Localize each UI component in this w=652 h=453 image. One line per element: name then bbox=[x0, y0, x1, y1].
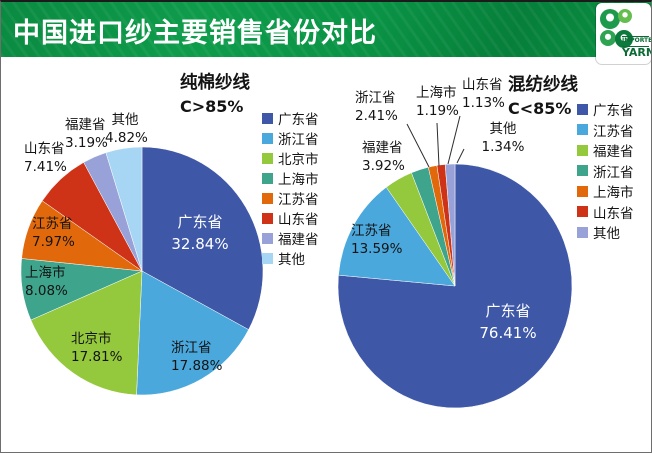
left-label-zhejiang: 浙江省 17.88% bbox=[171, 340, 223, 374]
legend-item: 福建省 bbox=[262, 228, 319, 248]
pie-slice-浙江省 bbox=[136, 270, 249, 396]
legend-swatch bbox=[577, 226, 588, 238]
legend-swatch bbox=[262, 132, 273, 144]
legend-item: 其他 bbox=[262, 248, 319, 268]
right-label-other: 其他 1.34% bbox=[481, 121, 525, 155]
legend-item: 山东省 bbox=[577, 202, 634, 223]
legend-label: 广东省 bbox=[593, 103, 634, 120]
legend-swatch bbox=[577, 124, 588, 136]
legend-swatch bbox=[577, 103, 588, 115]
right-label-guangdong: 广东省 76.41% bbox=[479, 302, 537, 342]
left-label-shandong: 山东省 7.41% bbox=[24, 141, 67, 175]
right-chart-title: 混纺纱线 C<85% bbox=[508, 73, 578, 120]
right-label-fujian: 福建省 3.92% bbox=[362, 140, 405, 174]
legend-item: 福建省 bbox=[577, 140, 634, 161]
legend-swatch bbox=[262, 172, 273, 184]
right-label-jiangsu: 江苏省 13.59% bbox=[351, 223, 403, 257]
legend-label: 上海市 bbox=[278, 172, 319, 188]
legend-label: 北京市 bbox=[278, 152, 319, 168]
leader-lines bbox=[406, 115, 465, 168]
pie-slice-广东省 bbox=[141, 146, 264, 330]
legend-swatch bbox=[577, 185, 588, 197]
left-label-jiangsu: 江苏省 7.97% bbox=[32, 216, 75, 250]
legend-swatch bbox=[262, 232, 273, 244]
legend-item: 北京市 bbox=[262, 148, 319, 168]
header-banner: 中国进口纱主要销售省份对比 bbox=[1, 2, 651, 57]
right-label-shanghai: 上海市 1.19% bbox=[416, 85, 459, 119]
pie-slice-其他 bbox=[105, 146, 143, 272]
legend-item: 江苏省 bbox=[262, 188, 319, 208]
right-label-shandong: 山东省 1.13% bbox=[462, 77, 505, 111]
legend-item: 广东省 bbox=[262, 108, 319, 128]
legend-label: 其他 bbox=[278, 252, 305, 268]
pie-blended bbox=[337, 163, 573, 409]
right-chart-title-main: 混纺纱线 bbox=[508, 75, 578, 95]
legend-swatch bbox=[577, 206, 588, 218]
pie-slice-江苏省 bbox=[338, 186, 456, 287]
legend-label: 山东省 bbox=[278, 212, 319, 228]
legend-item: 上海市 bbox=[262, 168, 319, 188]
legend-label: 福建省 bbox=[593, 144, 634, 161]
right-chart-title-sub: C<85% bbox=[508, 98, 572, 118]
legend-label: 上海市 bbox=[593, 185, 634, 202]
legend-swatch bbox=[577, 165, 588, 177]
legend-swatch bbox=[262, 112, 273, 124]
legend-label: 福建省 bbox=[278, 232, 319, 248]
left-label-guangdong: 广东省 32.84% bbox=[171, 213, 229, 253]
legend-item: 山东省 bbox=[262, 208, 319, 228]
imported-yarn-logo: IMPORTED YARN bbox=[596, 3, 651, 64]
pie-slice-北京市 bbox=[30, 270, 143, 396]
left-chart-title: 纯棉纱线 C>85% bbox=[180, 71, 250, 118]
pie-pure-cotton bbox=[20, 146, 264, 396]
logo-text: IMPORTED YARN bbox=[622, 36, 652, 59]
left-legend: 广东省 浙江省 北京市 上海市 江苏省 山东省 福建省 其他 bbox=[262, 108, 319, 268]
right-label-zhejiang: 浙江省 2.41% bbox=[355, 90, 398, 124]
legend-item: 江苏省 bbox=[577, 120, 634, 141]
logo-text-yarn: YARN bbox=[622, 45, 652, 59]
legend-label: 其他 bbox=[593, 226, 620, 243]
legend-item: 广东省 bbox=[577, 99, 634, 120]
left-label-fujian: 福建省 3.19% bbox=[65, 117, 108, 151]
legend-label: 浙江省 bbox=[278, 132, 319, 148]
legend-item: 浙江省 bbox=[577, 161, 634, 182]
legend-label: 江苏省 bbox=[593, 123, 634, 140]
left-label-other: 其他 4.82% bbox=[105, 112, 148, 146]
left-label-shanghai: 上海市 8.08% bbox=[25, 265, 68, 299]
legend-label: 江苏省 bbox=[278, 192, 319, 208]
legend-label: 广东省 bbox=[278, 112, 319, 128]
clover-logo-icon bbox=[600, 9, 633, 48]
legend-item: 上海市 bbox=[577, 181, 634, 202]
page-title: 中国进口纱主要销售省份对比 bbox=[13, 18, 377, 49]
left-label-beijing: 北京市 17.81% bbox=[71, 331, 123, 365]
legend-swatch bbox=[577, 144, 588, 156]
right-legend: 广东省 江苏省 福建省 浙江省 上海市 山东省 其他 bbox=[577, 99, 634, 243]
logo-text-imported: IMPORTED bbox=[622, 36, 651, 47]
legend-item: 浙江省 bbox=[262, 128, 319, 148]
legend-swatch bbox=[262, 212, 273, 224]
left-chart-title-main: 纯棉纱线 bbox=[180, 73, 250, 93]
left-chart-title-sub: C>85% bbox=[180, 96, 244, 116]
legend-label: 山东省 bbox=[593, 205, 634, 222]
legend-swatch bbox=[262, 152, 273, 164]
legend-label: 浙江省 bbox=[593, 164, 634, 181]
pie-slice-其他 bbox=[444, 163, 456, 287]
legend-item: 其他 bbox=[577, 222, 634, 243]
legend-swatch bbox=[262, 252, 273, 264]
legend-swatch bbox=[262, 192, 273, 204]
